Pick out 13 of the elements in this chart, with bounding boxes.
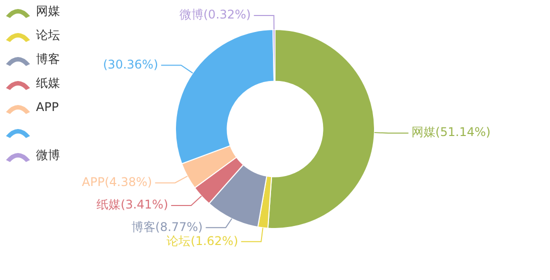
legend-label: 微博 xyxy=(36,148,60,162)
legend-label: 博客 xyxy=(36,52,60,66)
data-label: 网媒(51.14%) xyxy=(411,125,491,140)
data-label: 纸媒(3.41%) xyxy=(96,198,168,212)
data-label: 博客(8.77%) xyxy=(131,220,203,234)
legend-label: 纸媒 xyxy=(36,76,60,90)
legend-label: 网媒 xyxy=(36,4,60,18)
data-label: APP(4.38%) xyxy=(82,174,152,189)
legend-label: 论坛 xyxy=(36,28,60,42)
data-label: (30.36%) xyxy=(103,57,158,72)
data-label: 微博(0.32%) xyxy=(179,8,251,22)
legend-label: APP xyxy=(36,100,59,114)
data-label: 论坛(1.62%) xyxy=(166,234,238,248)
